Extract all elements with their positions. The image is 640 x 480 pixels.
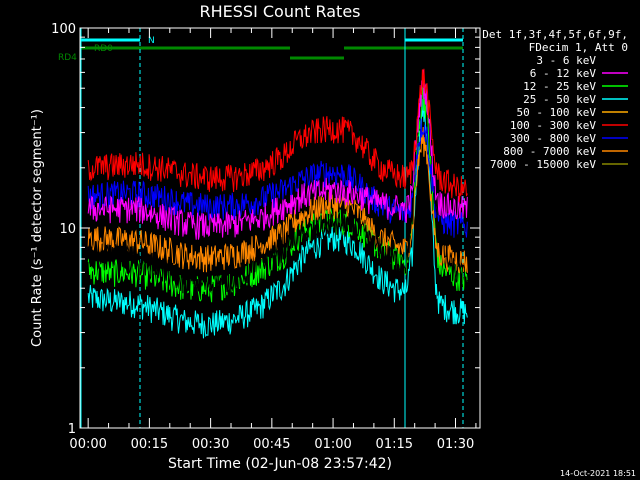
legend-label: 800 - 7000 keV <box>503 145 596 158</box>
series-line-25-50keV <box>87 98 468 339</box>
chart-title: RHESSI Count Rates <box>200 2 361 21</box>
x-tick-label: 00:15 <box>131 437 168 452</box>
x-tick-label: 01:30 <box>437 437 474 452</box>
series-line-100-300keV <box>87 68 468 203</box>
x-tick-label: 01:15 <box>376 437 413 452</box>
x-tick-label: 00:45 <box>253 437 290 452</box>
annotation-rd0: RD0 <box>94 44 113 54</box>
x-axis-ticks: 00:00 00:15 00:30 00:45 01:00 01:15 01:30 <box>69 28 477 452</box>
legend-label: 7000 - 15000 keV <box>490 158 596 171</box>
x-tick-label: 01:00 <box>314 437 351 452</box>
legend: Det 1f,3f,4f,5f,6f,9f, FDecim 1, Att 0 3… <box>482 28 628 171</box>
annotation-rd4: RD4 <box>58 53 77 63</box>
x-tick-label: 00:00 <box>69 437 106 452</box>
series-line-3-6keV <box>87 55 468 299</box>
plot-area: N RD0 RD4 <box>58 28 468 428</box>
x-axis-label: Start Time (02-Jun-08 23:57:42) <box>168 456 392 472</box>
y-axis-ticks: 1 10 100 <box>51 22 480 437</box>
legend-label: 100 - 300 keV <box>510 119 596 132</box>
legend-header-line-1: Det 1f,3f,4f,5f,6f,9f, <box>482 28 628 41</box>
y-axis-label: Count Rate (s⁻¹ detector segment⁻¹) <box>30 109 45 347</box>
legend-label: 12 - 25 keV <box>523 80 596 93</box>
legend-header-line-2: FDecim 1, Att 0 <box>529 41 628 54</box>
y-tick-label: 10 <box>59 222 76 237</box>
y-tick-label: 100 <box>51 22 76 37</box>
series-line-12-25keV <box>87 86 468 303</box>
legend-label: 50 - 100 keV <box>517 106 597 119</box>
series-line-6-12keV <box>87 69 468 240</box>
x-tick-label: 00:30 <box>192 437 229 452</box>
annotation-n: N <box>148 36 155 46</box>
y-tick-label: 1 <box>68 422 76 437</box>
legend-label: 6 - 12 keV <box>530 67 597 80</box>
legend-label: 3 - 6 keV <box>536 54 596 67</box>
legend-label: 25 - 50 keV <box>523 93 596 106</box>
legend-label: 300 - 800 keV <box>510 132 596 145</box>
footer-date: 14-Oct-2021 18:51 <box>560 469 636 478</box>
series-line-800-7000keV <box>87 126 468 274</box>
